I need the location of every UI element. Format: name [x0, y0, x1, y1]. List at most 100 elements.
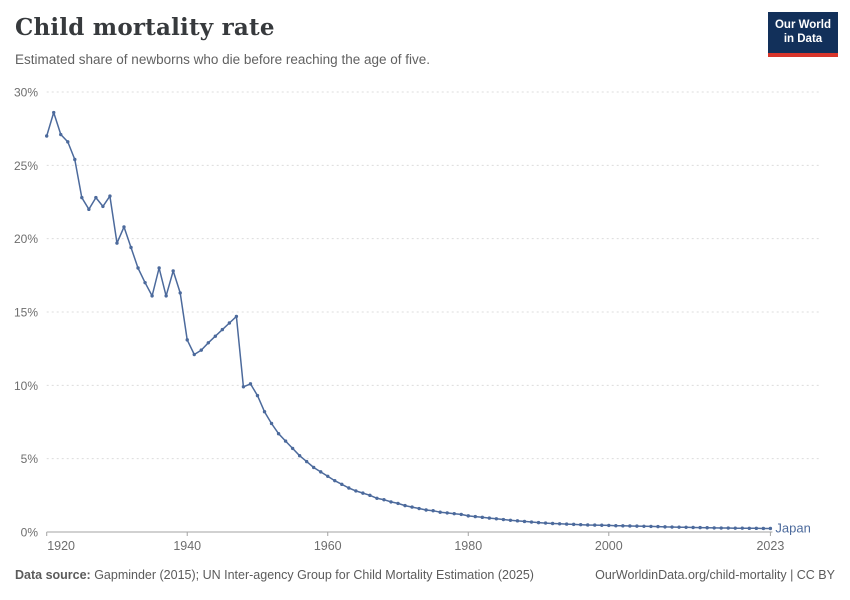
x-axis-tick-label: 1980: [454, 539, 482, 553]
data-point-marker: [171, 269, 175, 273]
data-point-marker: [87, 207, 91, 212]
data-point-marker: [663, 525, 667, 529]
data-point-marker: [340, 482, 344, 487]
y-axis-tick-label: 10%: [14, 379, 38, 393]
data-point-marker: [80, 195, 84, 200]
data-point-marker: [466, 514, 470, 518]
data-point-marker: [600, 523, 604, 527]
chart-title: Child mortality rate: [15, 14, 275, 41]
data-point-marker: [283, 439, 288, 443]
y-axis-tick-label: 15%: [14, 306, 38, 320]
data-point-marker: [101, 204, 105, 209]
data-point-marker: [726, 526, 730, 530]
data-point-marker: [761, 526, 766, 531]
data-point-marker: [410, 505, 414, 509]
data-point-marker: [199, 348, 203, 352]
data-point-marker: [670, 525, 674, 529]
data-point-marker: [586, 523, 590, 527]
data-point-marker: [452, 511, 456, 516]
data-point-marker: [262, 410, 267, 414]
y-axis-tick-label: 25%: [14, 159, 38, 173]
data-point-marker: [677, 525, 681, 529]
data-point-marker: [66, 140, 70, 144]
data-point-marker: [241, 385, 246, 389]
data-point-marker: [192, 352, 196, 357]
data-point-marker: [607, 523, 611, 528]
data-point-marker: [389, 500, 393, 504]
data-point-marker: [157, 266, 161, 270]
data-point-marker: [304, 459, 309, 464]
data-point-marker: [529, 520, 534, 524]
x-axis-tick-label: 2023: [756, 539, 784, 553]
data-point-marker: [382, 498, 386, 502]
data-point-marker: [178, 291, 182, 295]
y-axis-tick-label: 0%: [21, 526, 39, 540]
data-point-marker: [45, 134, 49, 138]
data-point-marker: [122, 225, 126, 229]
y-axis-tick-label: 30%: [14, 86, 38, 100]
data-point-marker: [480, 515, 485, 520]
data-point-marker: [628, 524, 632, 528]
data-point-marker: [424, 508, 428, 512]
owid-logo-line2: in Data: [783, 33, 823, 46]
data-point-marker: [59, 132, 63, 137]
owid-logo[interactable]: Our World in Data: [768, 12, 838, 57]
data-point-marker: [311, 465, 316, 470]
data-point-marker: [578, 522, 583, 527]
data-point-marker: [740, 526, 744, 530]
data-point-marker: [234, 314, 239, 319]
x-axis-tick-label: 1960: [314, 539, 342, 553]
data-point-marker: [543, 521, 548, 525]
data-point-marker: [501, 517, 506, 522]
data-point-marker: [227, 321, 232, 325]
data-point-marker: [754, 526, 759, 531]
data-point-marker: [375, 496, 379, 500]
data-point-marker: [487, 516, 492, 520]
data-point-marker: [403, 503, 407, 508]
data-point-marker: [143, 280, 147, 285]
data-point-marker: [515, 519, 520, 523]
data-point-marker: [621, 524, 625, 528]
data-point-marker: [361, 491, 365, 495]
data-point-marker: [417, 506, 421, 511]
data-point-marker: [747, 526, 752, 531]
data-point-marker: [649, 524, 653, 529]
data-point-marker: [290, 446, 295, 451]
data-point-marker: [642, 524, 646, 528]
data-point-marker: [719, 526, 723, 530]
x-axis-tick-label: 1940: [173, 539, 201, 553]
data-point-marker: [768, 526, 773, 531]
owid-url-link[interactable]: OurWorldinData.org/child-mortality | CC …: [595, 568, 835, 582]
data-point-marker: [164, 294, 168, 298]
data-point-marker: [150, 294, 154, 298]
data-point-marker: [255, 393, 260, 398]
data-point-marker: [571, 522, 576, 527]
y-axis-tick-label: 5%: [21, 452, 39, 466]
data-point-marker: [129, 245, 133, 250]
entity-label[interactable]: Japan: [775, 520, 810, 535]
data-point-marker: [108, 194, 112, 198]
data-point-marker: [269, 421, 274, 426]
data-point-marker: [220, 327, 225, 332]
data-point-marker: [213, 334, 218, 338]
data-source-label: Data source:: [15, 568, 91, 582]
data-source-text: Gapminder (2015); UN Inter-agency Group …: [90, 568, 534, 582]
data-point-marker: [593, 523, 597, 527]
data-point-marker: [248, 382, 253, 386]
data-point-marker: [206, 341, 211, 345]
data-point-marker: [635, 524, 639, 528]
data-point-marker: [438, 510, 442, 514]
data-point-marker: [459, 512, 463, 517]
data-point-marker: [396, 501, 400, 506]
data-point-marker: [550, 521, 555, 526]
x-axis-tick-label: 1920: [47, 539, 75, 553]
data-point-marker: [614, 523, 618, 528]
data-point-marker: [691, 525, 695, 530]
owid-logo-line1: Our World: [774, 19, 831, 31]
data-line: [45, 111, 771, 530]
data-point-marker: [445, 511, 449, 515]
data-point-marker: [473, 514, 477, 519]
data-point-marker: [52, 110, 56, 115]
data-point-marker: [319, 470, 323, 474]
